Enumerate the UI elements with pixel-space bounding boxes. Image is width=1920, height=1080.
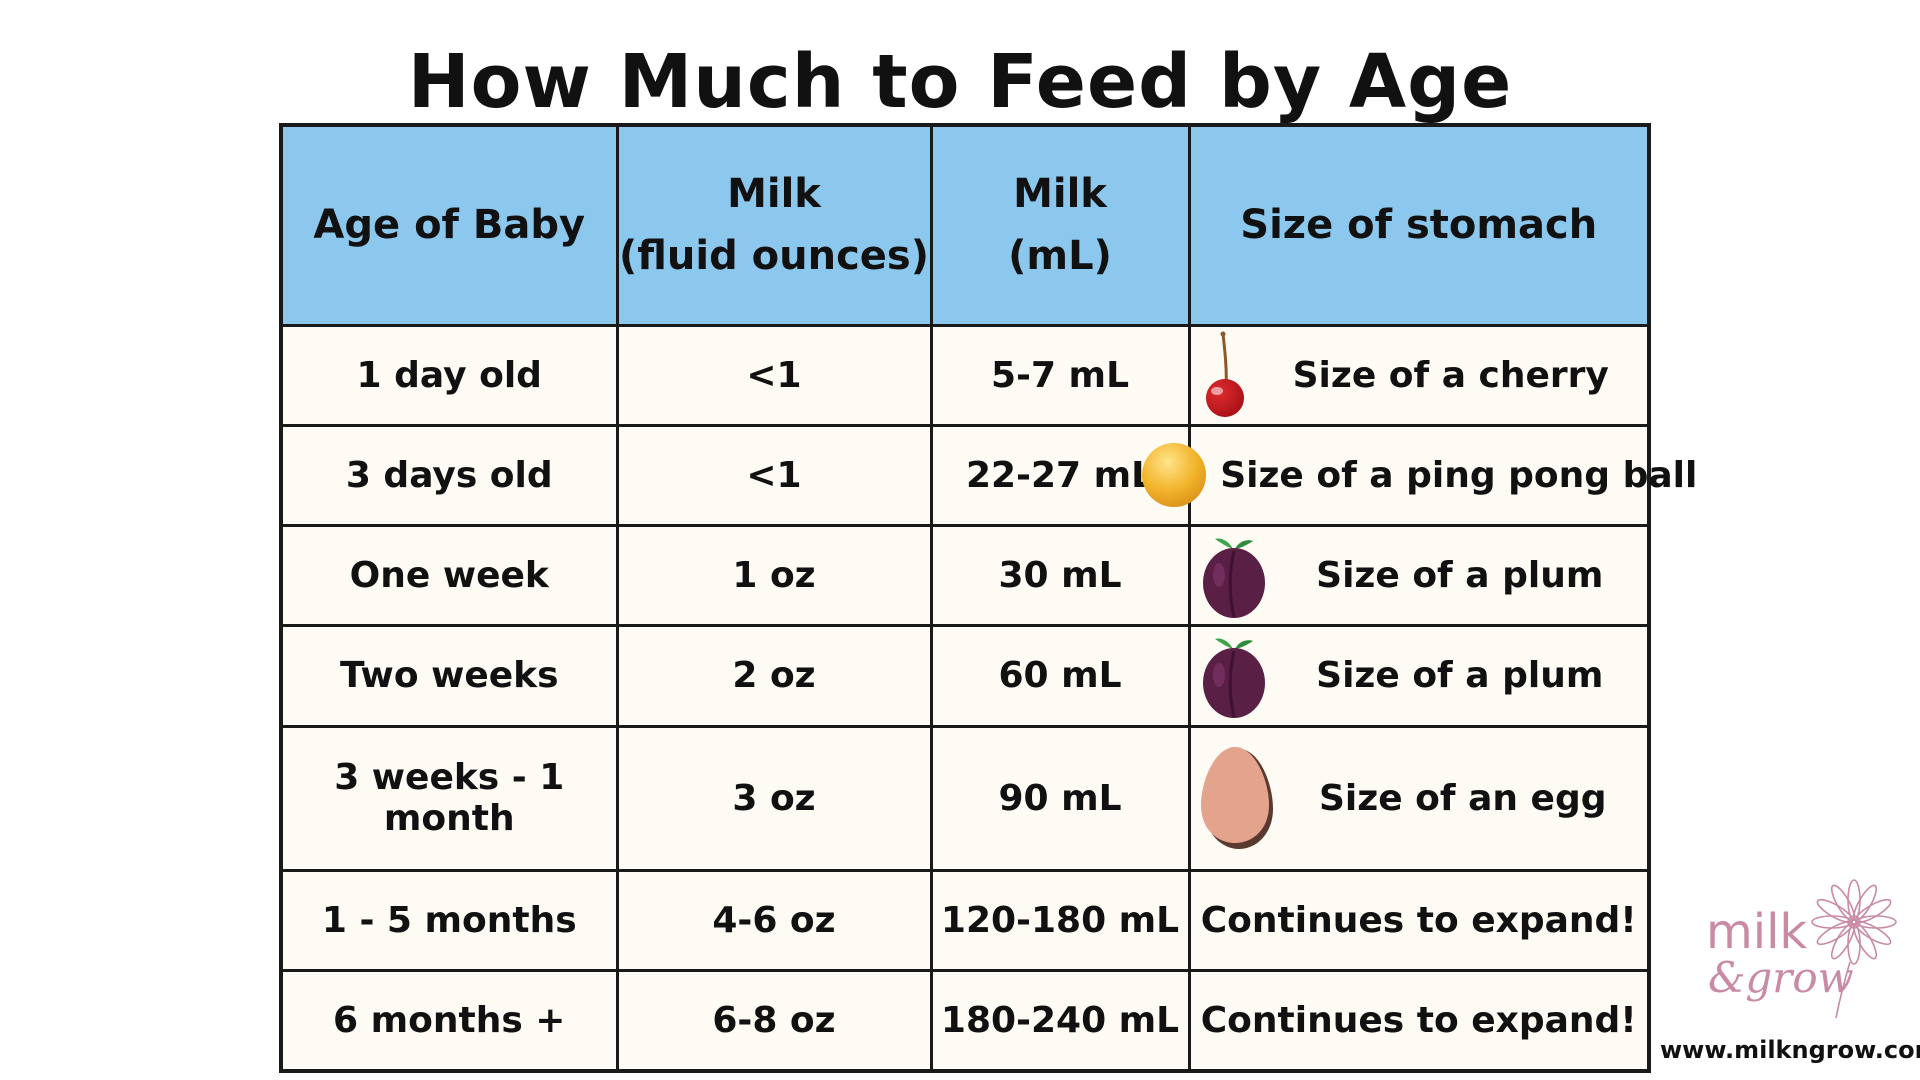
- oz-cell: 1 oz: [615, 524, 933, 628]
- table-row: 3 days old <1 22-27 mL: [279, 423, 1697, 528]
- header-fluid-ounces: Milk (fluid ounces): [615, 123, 933, 327]
- table-row: One week 1 oz 30 mL: [279, 524, 1651, 628]
- oz-cell: 6-8 oz: [615, 969, 933, 1073]
- stomach-label: Size of an egg: [1318, 777, 1607, 819]
- stomach-label: Continues to expand!: [1200, 900, 1637, 942]
- stomach-cell: Size of a plum: [1187, 624, 1651, 728]
- header-stomach-label: Size of stomach: [1240, 202, 1598, 249]
- stomach-cell: Continues to expand!: [1187, 969, 1651, 1073]
- stomach-cell: Continues to expand!: [1187, 868, 1651, 973]
- plum-icon: [1199, 631, 1269, 721]
- ml-cell: 5-7 mL: [929, 323, 1191, 427]
- brand-block: milk &grow www.milkngrow.com: [1658, 876, 1920, 1080]
- ping-pong-ball-icon: [1140, 441, 1208, 509]
- stomach-cell: Size of a cherry: [1187, 323, 1651, 427]
- header-age-label: Age of Baby: [313, 202, 586, 249]
- stomach-label: Size of a cherry: [1292, 354, 1609, 396]
- table-row: 6 months + 6-8 oz 180-240 mL Continues t…: [279, 969, 1651, 1073]
- stomach-cell: Size of an egg: [1187, 724, 1651, 872]
- oz-cell: <1: [615, 423, 933, 528]
- stomach-cell: Size of a plum: [1187, 524, 1651, 628]
- header-ml: Milk (mL): [929, 123, 1191, 327]
- header-oz-line1: Milk: [727, 171, 821, 218]
- milk-and-grow-logo: milk &grow: [1706, 879, 1897, 1019]
- stomach-cell: Size of a ping pong ball: [1142, 423, 1697, 528]
- oz-cell: 2 oz: [615, 624, 933, 728]
- age-cell: 3 days old: [279, 423, 619, 528]
- stomach-label: Size of a plum: [1316, 655, 1604, 697]
- ml-cell: 120-180 mL: [929, 868, 1191, 973]
- ml-cell: 180-240 mL: [929, 969, 1191, 1073]
- logo-word-grow: &grow: [1708, 953, 1854, 1002]
- ml-cell: 30 mL: [929, 524, 1191, 628]
- age-cell: Two weeks: [279, 624, 619, 728]
- table-row: 3 weeks - 1 month 3 oz 90 mL Size of an …: [279, 724, 1651, 872]
- table-row: 1 day old <1 5-7 mL: [279, 323, 1651, 427]
- header-oz-line2: (fluid ounces): [618, 233, 930, 280]
- website-url: www.milkngrow.com: [1660, 1036, 1920, 1064]
- stomach-label: Size of a plum: [1316, 555, 1604, 597]
- oz-cell: 4-6 oz: [615, 868, 933, 973]
- feeding-table: Age of Baby Milk (fluid ounces) Milk (mL…: [279, 123, 1697, 1073]
- age-cell: 6 months +: [279, 969, 619, 1073]
- ml-cell: 90 mL: [929, 724, 1191, 872]
- header-ml-line1: Milk: [1013, 171, 1107, 218]
- header-stomach-size: Size of stomach: [1187, 123, 1651, 327]
- age-cell: 1 - 5 months: [279, 868, 619, 973]
- oz-cell: <1: [615, 323, 933, 427]
- logo-word-milk: milk: [1706, 904, 1807, 960]
- plum-icon: [1199, 531, 1269, 621]
- header-age: Age of Baby: [279, 123, 619, 327]
- oz-cell: 3 oz: [615, 724, 933, 872]
- header-ml-line2: (mL): [1008, 233, 1112, 280]
- page-title: How Much to Feed by Age: [407, 39, 1513, 125]
- age-cell: 3 weeks - 1 month: [279, 724, 619, 872]
- stomach-label: Size of a ping pong ball: [1220, 454, 1698, 496]
- table-row: Two weeks 2 oz 60 mL: [279, 624, 1651, 728]
- cherry-icon: [1199, 330, 1251, 420]
- ml-cell: 60 mL: [929, 624, 1191, 728]
- age-cell: One week: [279, 524, 619, 628]
- flower-icon: [1811, 879, 1897, 1019]
- stomach-label: Continues to expand!: [1200, 1000, 1637, 1042]
- table-row: 1 - 5 months 4-6 oz 120-180 mL Continues…: [279, 868, 1651, 973]
- table-header-row: Age of Baby Milk (fluid ounces) Milk (mL…: [279, 123, 1651, 327]
- age-cell: 1 day old: [279, 323, 619, 427]
- egg-icon: [1199, 743, 1275, 853]
